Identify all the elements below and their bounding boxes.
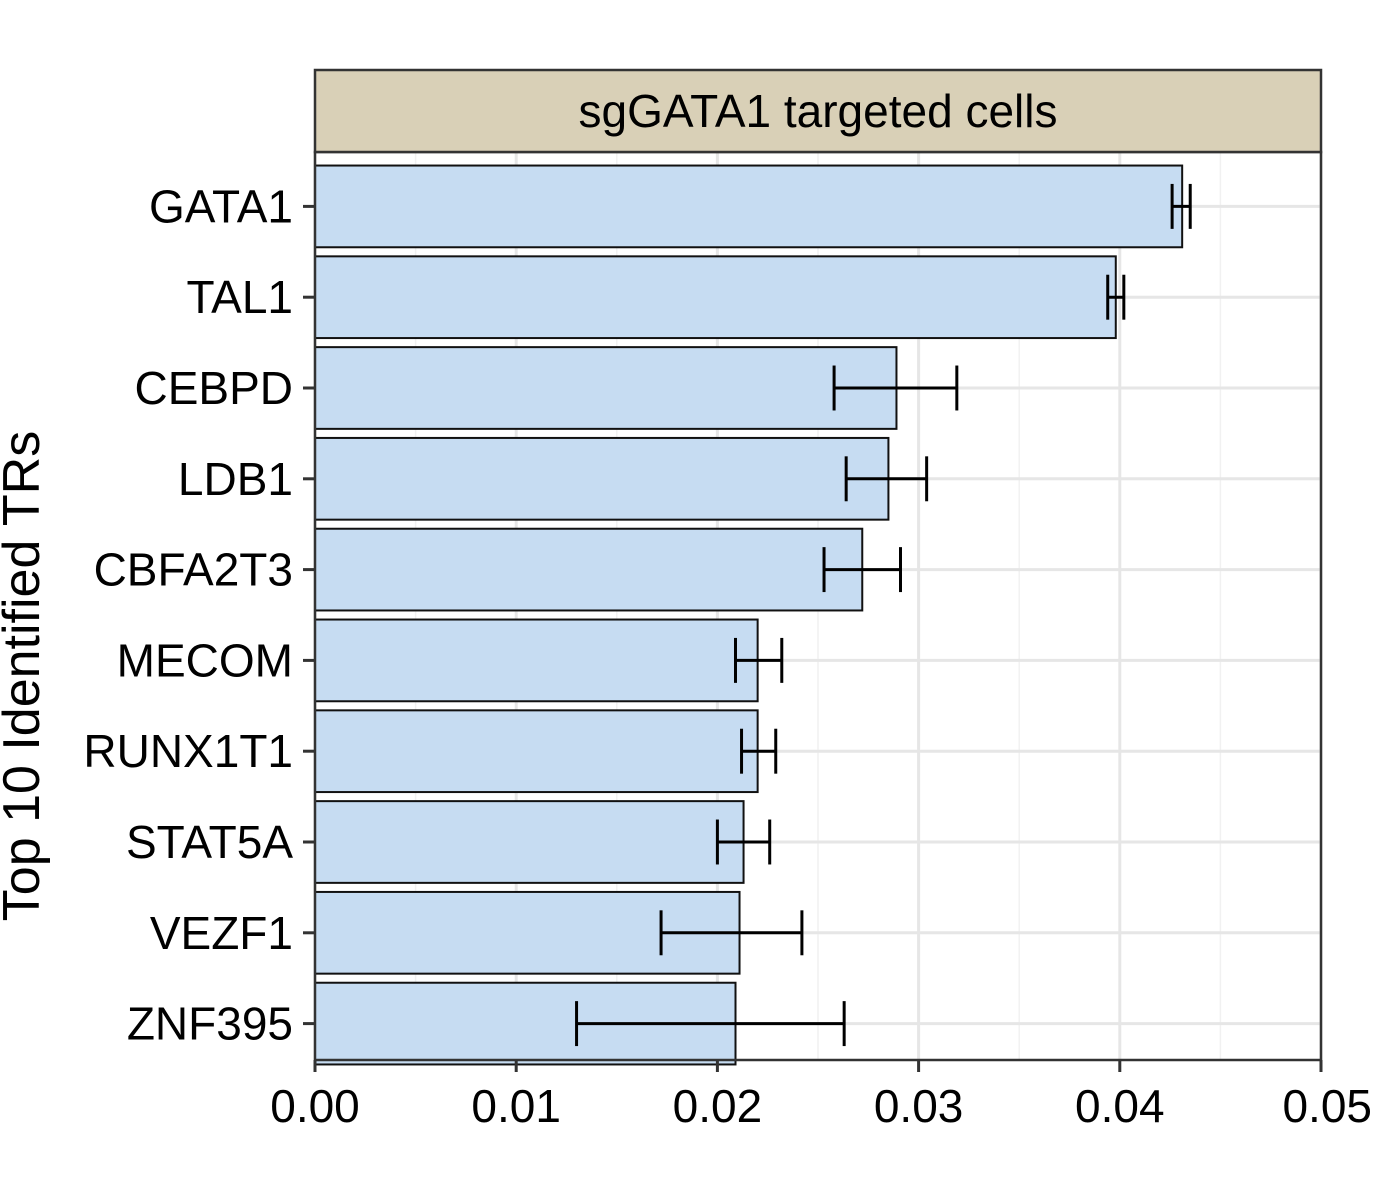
y-axis: GATA1 TAL1 CEBPD LDB1 CBFA2T3 MECOM RUNX1T1 STA… (83, 180, 315, 1050)
y-tick-label: GATA1 (149, 180, 293, 232)
x-tick-label: 0.03 (874, 1080, 964, 1132)
y-tick-label: CEBPD (135, 362, 293, 414)
error-bar-tal1 (1106, 274, 1126, 320)
error-bar-cebpd (832, 365, 959, 411)
error-bar-ldb1 (844, 456, 929, 502)
bar-stat5a (314, 800, 745, 884)
error-bar-mecom (734, 637, 784, 683)
error-bar-vezf1 (659, 910, 804, 956)
y-tick-label: LDB1 (178, 453, 293, 505)
bars (314, 164, 1184, 1066)
bar-runx1t1 (314, 709, 759, 794)
error-bar-stat5a (715, 819, 772, 865)
facet-strip: sgGATA1 targeted cells (313, 68, 1323, 154)
y-tick-label: ZNF395 (127, 998, 293, 1050)
error-bar-cbfa2t3 (822, 547, 902, 593)
error-bar-gata1 (1170, 183, 1192, 229)
x-tick-label: 0.00 (270, 1080, 360, 1132)
error-bar-runx1t1 (740, 728, 778, 774)
x-tick-label: 0.04 (1075, 1080, 1165, 1132)
y-axis-title: Top 10 Identified TRs (0, 431, 51, 921)
y-tick-label: CBFA2T3 (94, 544, 293, 596)
x-tick-label: 0.01 (471, 1080, 561, 1132)
bar-gata1 (314, 164, 1184, 249)
error-bar-znf395 (575, 1001, 846, 1047)
x-tick-label: 0.02 (673, 1080, 763, 1132)
bar-tal1 (314, 255, 1117, 340)
y-tick-label: STAT5A (126, 816, 293, 868)
facet-label: sgGATA1 targeted cells (579, 85, 1058, 137)
error-bars (575, 183, 1192, 1047)
bar-mecom (314, 618, 759, 703)
x-axis: 0.00 0.01 0.02 0.03 0.04 0.05 (270, 1060, 1372, 1132)
bar-cebpd (314, 346, 898, 430)
bar-ldb1 (314, 436, 890, 521)
bar-cbfa2t3 (314, 527, 864, 612)
y-tick-label: RUNX1T1 (83, 725, 293, 777)
y-tick-label: VEZF1 (150, 907, 293, 959)
y-tick-label: MECOM (117, 634, 293, 686)
x-tick-label: 0.05 (1282, 1080, 1372, 1132)
facet-strip-background (313, 68, 1323, 154)
y-tick-label: TAL1 (186, 271, 293, 323)
